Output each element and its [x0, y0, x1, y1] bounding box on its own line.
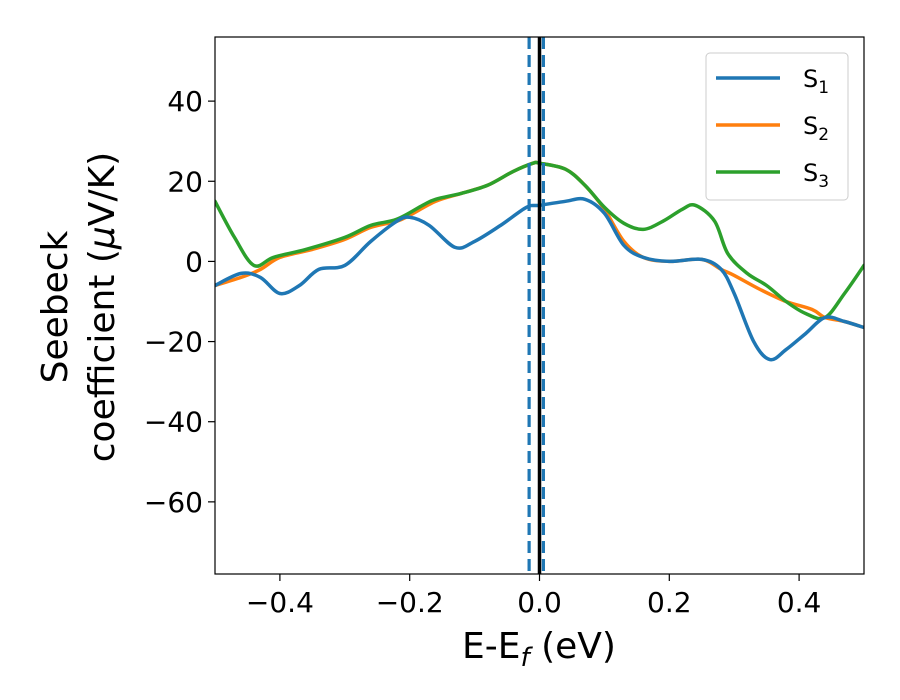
y-tick-label: 0	[185, 245, 203, 278]
y-tick-label: 40	[167, 85, 203, 118]
x-tick-label: 0.4	[777, 586, 822, 619]
y-axis-label-line2: coefficient (μV/K)	[82, 152, 123, 462]
y-tick-label: −20	[144, 326, 203, 359]
x-ticks: −0.4 −0.2 0.0 0.2 0.4	[246, 574, 821, 619]
y-tick-label: −40	[144, 406, 203, 439]
plot-frame	[214, 36, 865, 575]
legend: S1 S2 S3	[705, 52, 849, 201]
y-tick-label: −60	[144, 486, 203, 519]
series-line-s3	[215, 160, 864, 321]
x-axis-label: E-Ef (eV)	[462, 626, 616, 673]
x-tick-label: 0.0	[517, 586, 562, 619]
y-tick-label: 20	[167, 165, 203, 198]
legend-label: S1	[803, 65, 829, 98]
x-tick-label: −0.4	[246, 586, 314, 619]
x-tick-label: −0.2	[376, 586, 444, 619]
y-axis-label-line1: Seebeck	[35, 230, 76, 383]
y-ticks: 40 20 0 −20 −40 −60	[144, 85, 215, 519]
series-line-s1	[215, 196, 864, 362]
plot-lines	[215, 37, 864, 574]
legend-label: S2	[803, 112, 829, 145]
y-axis-label: Seebeck coefficient (μV/K)	[35, 152, 123, 462]
x-tick-label: 0.2	[647, 586, 692, 619]
legend-label: S3	[803, 159, 829, 192]
